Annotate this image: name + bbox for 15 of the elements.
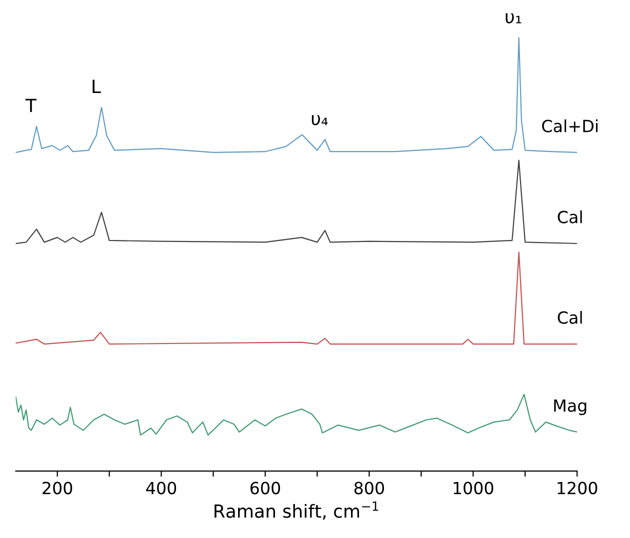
x-tick-label: 1200 xyxy=(558,482,598,494)
annotation: L xyxy=(92,80,101,93)
series-label: Mag xyxy=(554,399,586,416)
x-tick-label: 200 xyxy=(42,482,72,494)
series-label: Cal xyxy=(558,310,582,324)
series-label: Cal xyxy=(558,210,582,224)
annotation: T xyxy=(25,98,37,112)
series-label: Cal+Di xyxy=(542,119,598,132)
x-tick-label: 600 xyxy=(250,482,280,494)
x-axis-title: Raman shift, cm$^{−1}$ xyxy=(214,502,378,520)
annotation: υ₄ xyxy=(312,115,328,126)
x-tick-label: 400 xyxy=(146,482,176,494)
annotation: υ₁ xyxy=(506,13,522,24)
x-tick-label: 1000 xyxy=(454,482,494,494)
x-tick-label: 800 xyxy=(354,482,384,494)
